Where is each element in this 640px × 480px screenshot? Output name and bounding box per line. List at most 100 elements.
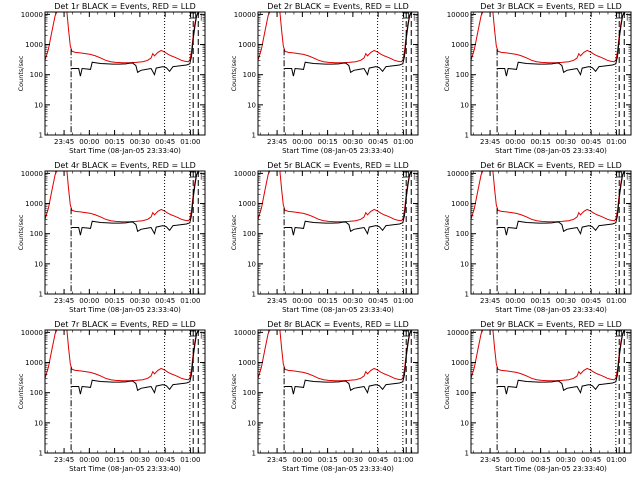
y-tick-label: 1: [39, 450, 43, 458]
x-tick-label: 00:30: [343, 297, 363, 305]
x-tick-label: 00:00: [505, 138, 525, 146]
x-tick-label: 00:45: [155, 456, 175, 464]
y-tick-label: 1000: [451, 200, 469, 208]
chart-title: Det 4r BLACK = Events, RED = LLD: [54, 161, 196, 170]
y-tick-label: 100: [30, 71, 43, 79]
series-events-line: [283, 12, 412, 77]
axes-frame: [257, 170, 419, 295]
y-tick-label: 1: [465, 291, 469, 299]
y-tick-label: 1: [465, 132, 469, 140]
x-tick-label: 23:45: [54, 456, 74, 464]
x-tick-label: 01:00: [606, 456, 626, 464]
x-tick-label: 00:45: [155, 297, 175, 305]
axes-frame: [470, 329, 632, 454]
series-lld-line: [258, 330, 412, 382]
axes-frame: [44, 11, 206, 136]
x-tick-label: 00:00: [79, 138, 99, 146]
plot-area: [45, 12, 199, 77]
x-tick-label: 23:45: [480, 297, 500, 305]
series-events-line: [70, 12, 199, 77]
x-tick-label: 01:00: [393, 456, 413, 464]
y-tick-label: 10: [460, 260, 469, 268]
x-axis-label: Start Time (08-Jan-05 23:33:40): [282, 147, 394, 155]
chart-panel-2: Det 2r BLACK = Events, RED = LLD | 1 10 100 1…: [230, 2, 419, 155]
corner-mark-label: |: [200, 172, 202, 180]
y-tick-label: 1000: [238, 359, 256, 367]
axes-frame: [257, 11, 419, 136]
series-events-line: [496, 12, 625, 77]
plot-area: [471, 171, 625, 236]
x-tick-label: 00:00: [505, 297, 525, 305]
series-lld-line: [45, 330, 199, 382]
chart-panel-6: Det 6r BLACK = Events, RED = LLD | 1 10 100 1…: [443, 161, 632, 314]
x-tick-label: 00:30: [130, 138, 150, 146]
plot-area: [258, 330, 412, 395]
x-axis-label: Start Time (08-Jan-05 23:33:40): [69, 306, 181, 314]
corner-mark-label: |: [626, 172, 628, 180]
x-tick-label: 00:45: [581, 456, 601, 464]
x-tick-label: 01:00: [180, 456, 200, 464]
y-axis-label: Counts/sec: [443, 373, 451, 409]
y-tick-label: 1000: [451, 359, 469, 367]
series-lld-line: [258, 171, 412, 223]
x-tick-label: 00:15: [318, 138, 338, 146]
x-tick-label: 00:30: [343, 138, 363, 146]
x-tick-label: 23:45: [480, 456, 500, 464]
x-tick-label: 01:00: [180, 297, 200, 305]
x-tick-label: 00:00: [292, 456, 312, 464]
x-tick-label: 00:45: [368, 297, 388, 305]
chart-title: Det 2r BLACK = Events, RED = LLD: [267, 2, 409, 11]
y-tick-label: 100: [456, 389, 469, 397]
chart-panel-5: Det 5r BLACK = Events, RED = LLD | 1 10 100 1…: [230, 161, 419, 314]
corner-mark-label: |: [200, 331, 202, 339]
series-lld-line: [471, 330, 625, 382]
x-axis-label: Start Time (08-Jan-05 23:33:40): [282, 465, 394, 473]
y-tick-label: 10000: [447, 11, 469, 19]
series-events-line: [70, 330, 199, 395]
y-tick-label: 10000: [447, 170, 469, 178]
y-axis-label: Counts/sec: [443, 55, 451, 91]
chart-title: Det 3r BLACK = Events, RED = LLD: [480, 2, 622, 11]
x-tick-label: 00:00: [79, 456, 99, 464]
y-tick-label: 10: [460, 419, 469, 427]
y-tick-label: 1: [465, 450, 469, 458]
x-tick-label: 01:00: [393, 297, 413, 305]
y-tick-label: 1: [39, 132, 43, 140]
x-tick-label: 01:00: [180, 138, 200, 146]
corner-mark-label: |: [413, 13, 415, 21]
x-tick-label: 00:00: [79, 297, 99, 305]
x-tick-label: 23:45: [54, 138, 74, 146]
plot-area: [258, 171, 412, 236]
y-tick-label: 100: [243, 389, 256, 397]
chart-panel-7: Det 7r BLACK = Events, RED = LLD | 1 10 100 1…: [17, 320, 206, 473]
x-axis-label: Start Time (08-Jan-05 23:33:40): [495, 147, 607, 155]
x-tick-label: 00:30: [556, 138, 576, 146]
corner-mark-label: |: [626, 13, 628, 21]
plot-area: [45, 330, 199, 395]
y-tick-label: 100: [243, 71, 256, 79]
y-tick-label: 10: [460, 101, 469, 109]
plot-area: [471, 330, 625, 395]
x-tick-label: 23:45: [267, 138, 287, 146]
y-tick-label: 10000: [234, 329, 256, 337]
series-lld-line: [45, 12, 199, 64]
x-tick-label: 00:45: [581, 138, 601, 146]
axes-frame: [257, 329, 419, 454]
x-tick-label: 00:30: [556, 456, 576, 464]
plot-area: [45, 171, 199, 236]
y-axis-label: Counts/sec: [230, 373, 238, 409]
corner-mark-label: |: [200, 13, 202, 21]
x-axis-label: Start Time (08-Jan-05 23:33:40): [495, 306, 607, 314]
y-tick-label: 1: [252, 450, 256, 458]
y-axis-label: Counts/sec: [230, 55, 238, 91]
x-tick-label: 00:15: [318, 456, 338, 464]
chart-panel-4: Det 4r BLACK = Events, RED = LLD | 1 10 100 1…: [17, 161, 206, 314]
y-tick-label: 1000: [25, 359, 43, 367]
y-tick-label: 10000: [234, 170, 256, 178]
x-tick-label: 00:00: [292, 297, 312, 305]
corner-mark-label: |: [413, 331, 415, 339]
x-tick-label: 00:30: [130, 297, 150, 305]
y-tick-label: 1: [252, 291, 256, 299]
y-tick-label: 1: [252, 132, 256, 140]
